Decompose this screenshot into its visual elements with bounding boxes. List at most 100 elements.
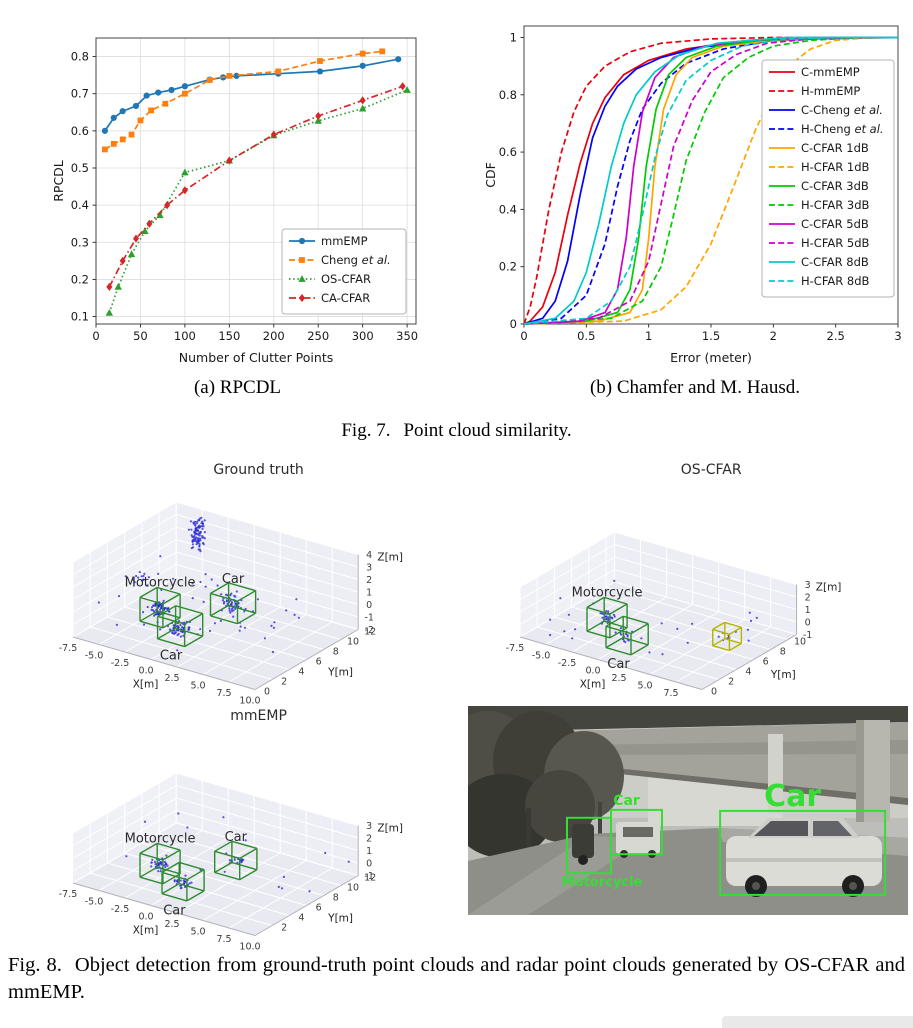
radar-point — [142, 611, 145, 614]
axis-edge — [254, 629, 359, 690]
white-sedan-hubcap — [849, 882, 857, 890]
marker-triangle — [141, 227, 149, 235]
radar-point — [159, 861, 162, 864]
radar-point — [574, 628, 577, 631]
x3d-axis-label: X[m] — [580, 679, 606, 691]
radar-point — [159, 555, 162, 558]
radar-point — [270, 624, 273, 627]
radar-point — [197, 529, 200, 532]
x-tick-label: 350 — [396, 329, 418, 343]
radar-point — [189, 520, 192, 523]
detection-label: Car — [613, 793, 640, 809]
radar-point — [220, 593, 223, 596]
object-label: Car — [163, 903, 186, 918]
marker-diamond — [146, 219, 153, 228]
radar-point — [203, 519, 206, 522]
radar-point — [233, 858, 236, 861]
plot-title: Ground truth — [213, 462, 303, 478]
grid3d — [72, 810, 177, 871]
radar-point — [599, 612, 602, 615]
x3d-tick-label: 5.0 — [190, 681, 205, 692]
marker-circle — [168, 86, 175, 94]
y3d-tick-label: 10 — [794, 637, 806, 648]
legend-label: H-CFAR 1dB — [801, 160, 870, 174]
x-tick-label: 1.5 — [702, 329, 720, 343]
grid3d — [72, 514, 177, 575]
grid3d — [614, 569, 797, 623]
radar-point — [199, 539, 202, 542]
radar-point — [157, 870, 160, 873]
x-tick-label: 0.5 — [577, 329, 595, 343]
radar-point — [199, 550, 202, 553]
bbox-edge — [139, 620, 164, 629]
radar-point — [138, 571, 141, 574]
x-tick-label: 2 — [770, 329, 777, 343]
radar-point — [117, 595, 121, 598]
radar-point — [295, 598, 298, 601]
radar-point — [232, 615, 235, 618]
marker-circle — [143, 92, 150, 99]
radar-point — [559, 597, 562, 600]
radar-point — [179, 635, 182, 638]
radar-point — [230, 601, 234, 604]
bbox-edge — [157, 586, 181, 595]
marker-square — [128, 131, 135, 138]
radar-point — [198, 526, 201, 529]
y3d-tick-label: 10 — [347, 637, 359, 648]
bbox-edge — [239, 869, 258, 881]
radar-point — [222, 602, 225, 605]
axis-edge — [254, 875, 359, 936]
road-lane — [468, 836, 648, 915]
radar-point — [176, 634, 179, 637]
plot-title: mmEMP — [230, 708, 287, 724]
radar-point — [746, 628, 749, 631]
subcaption-b: (b) Chamfer and M. Hausd. — [589, 377, 800, 398]
radar-point — [297, 616, 300, 619]
y-tick-label: 0.8 — [499, 88, 517, 102]
y3d-tick-label: 2 — [281, 923, 287, 934]
radar-point — [238, 629, 241, 632]
radar-point — [210, 578, 213, 581]
radar-point — [229, 599, 232, 602]
grid3d — [90, 626, 273, 680]
radar-point — [152, 609, 155, 612]
radar-point — [191, 540, 194, 543]
z3d-tick-label: 2 — [805, 593, 811, 604]
series-H-CFAR-8dB — [523, 36, 898, 325]
radar-point — [219, 619, 222, 622]
radar-point — [749, 619, 753, 622]
radar-point — [607, 610, 610, 613]
grid3d — [176, 514, 359, 568]
radar-point — [612, 613, 615, 616]
radar-point — [160, 863, 163, 866]
grid3d — [614, 581, 797, 635]
radar-point — [135, 574, 138, 578]
radar-point — [193, 539, 196, 542]
radar-point — [191, 582, 194, 585]
radar-point — [229, 611, 232, 614]
bbox-edge — [157, 638, 185, 648]
radar-point — [614, 631, 617, 634]
radar-point — [676, 627, 679, 630]
overpass-beam — [518, 722, 908, 798]
y-tick-label: 0 — [510, 317, 517, 331]
marker-square — [275, 68, 282, 75]
bbox-edge — [237, 590, 256, 602]
radar-point — [155, 613, 158, 616]
bbox-edge — [184, 635, 204, 648]
radar-point — [190, 881, 193, 884]
radar-point — [549, 618, 552, 621]
bbox-edge — [605, 636, 624, 649]
marker-circle — [359, 62, 366, 69]
x3d-tick-label: 10.0 — [239, 696, 260, 707]
os-cfar-3d-plot: -7.5-5.0-2.50.02.55.07.5 0246810-10123X[m… — [506, 462, 842, 699]
radar-point — [124, 575, 127, 578]
radar-point — [203, 531, 206, 534]
radar-point — [181, 630, 184, 633]
radar-point — [195, 532, 198, 535]
fig7-caption-lead: Fig. 7. — [341, 420, 391, 441]
series-H-CFAR-3dB — [523, 36, 898, 325]
y3d-tick-label: 0 — [264, 687, 270, 698]
distant-car-windshield — [623, 827, 653, 837]
marker-square — [379, 48, 386, 55]
